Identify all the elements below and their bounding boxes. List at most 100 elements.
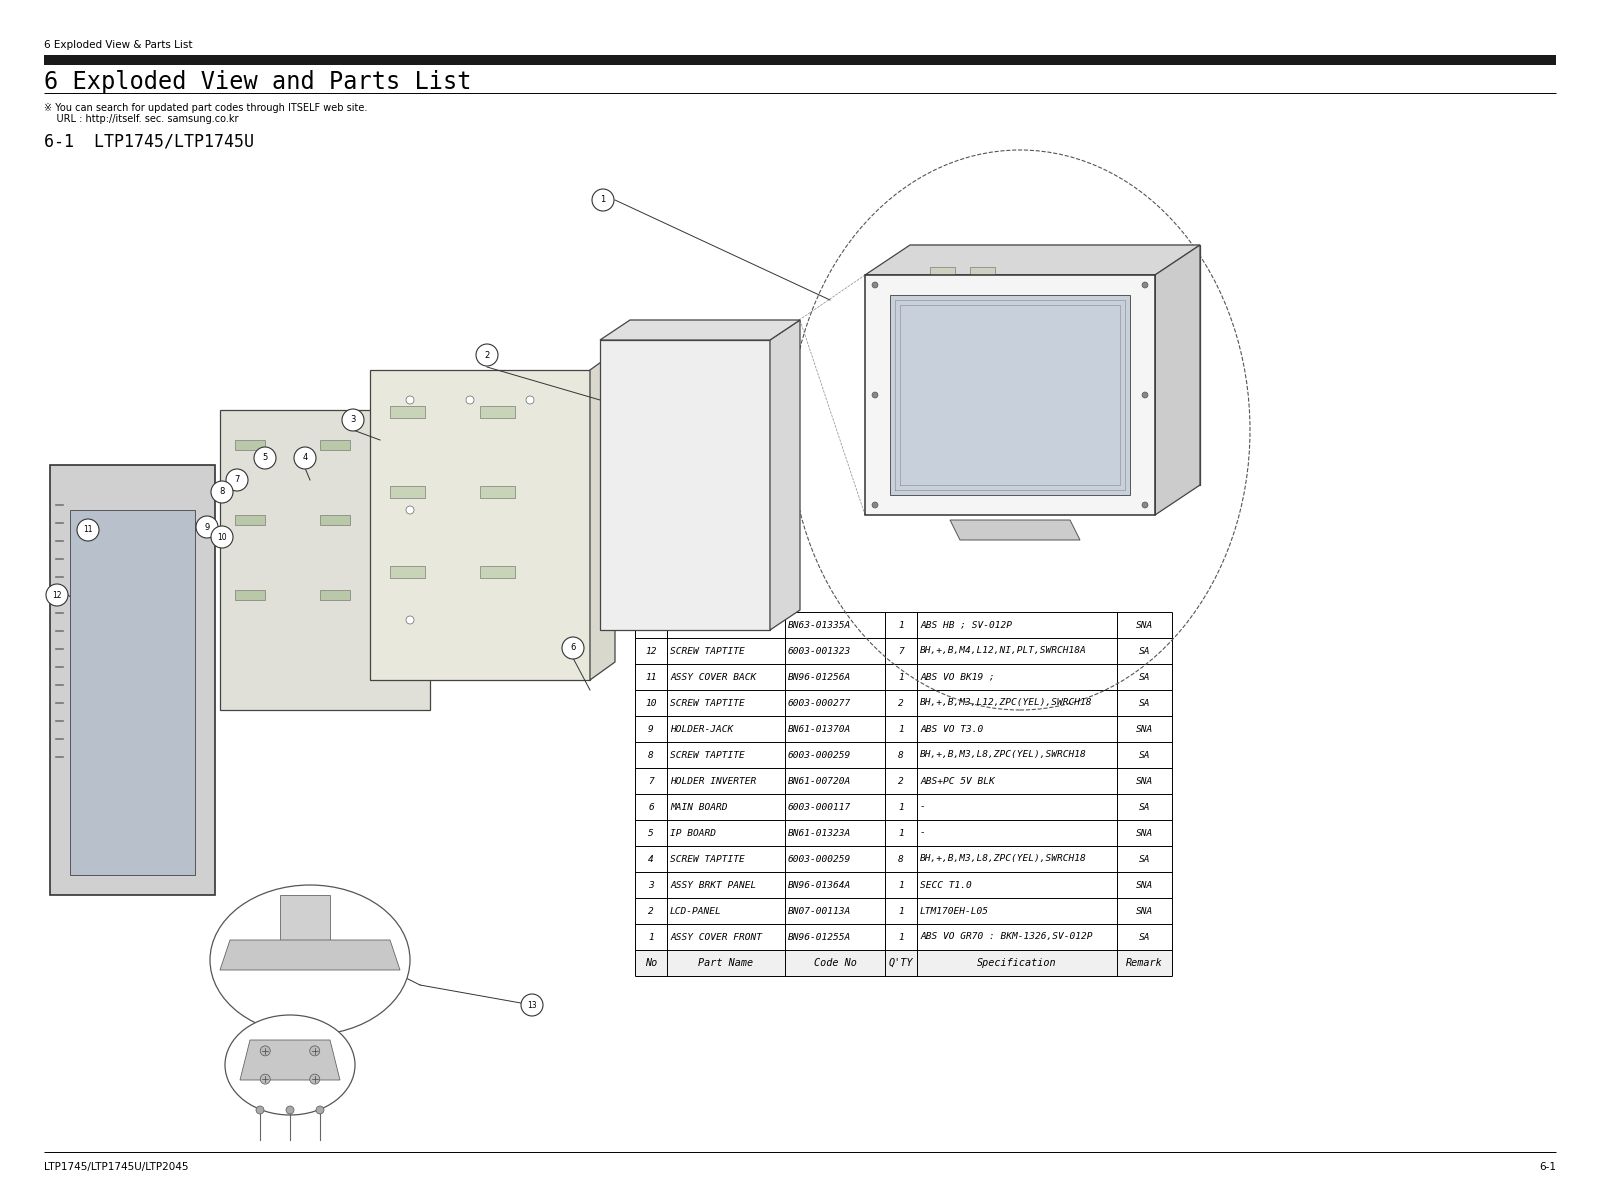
Text: SNA: SNA [1136, 777, 1154, 785]
Text: Specification: Specification [978, 958, 1058, 968]
Text: 9: 9 [648, 725, 654, 733]
Text: 8: 8 [219, 487, 224, 497]
Polygon shape [590, 352, 614, 680]
Circle shape [562, 637, 584, 659]
Text: LTP1745/LTP1745U/LTP2045: LTP1745/LTP1745U/LTP2045 [45, 1162, 189, 1173]
Text: 10: 10 [218, 532, 227, 542]
Circle shape [256, 1106, 264, 1114]
Bar [390, 486, 426, 498]
Circle shape [77, 519, 99, 541]
Text: 9: 9 [205, 523, 210, 531]
Text: 7: 7 [648, 777, 654, 785]
Polygon shape [600, 340, 770, 630]
Text: 6: 6 [570, 644, 576, 652]
Text: 1: 1 [898, 880, 904, 890]
Text: LTM170EH-L05: LTM170EH-L05 [920, 906, 989, 916]
Text: 2: 2 [648, 906, 654, 916]
Bar [930, 307, 955, 315]
Circle shape [211, 526, 234, 548]
Text: 6003-000117: 6003-000117 [787, 803, 851, 811]
Text: 2: 2 [898, 777, 904, 785]
Bar [45, 55, 1555, 65]
Text: IP BOARD: IP BOARD [670, 828, 717, 838]
Circle shape [261, 1074, 270, 1085]
Circle shape [1142, 282, 1149, 287]
Text: 8: 8 [648, 751, 654, 759]
Ellipse shape [210, 885, 410, 1035]
Bar [235, 590, 266, 600]
Text: 1: 1 [898, 906, 904, 916]
Text: SCREW TAPTITE: SCREW TAPTITE [670, 854, 744, 864]
Polygon shape [280, 895, 330, 950]
Circle shape [254, 447, 277, 469]
Text: BN61-01370A: BN61-01370A [787, 725, 851, 733]
Text: 7: 7 [898, 646, 904, 656]
Text: Code No: Code No [813, 958, 856, 968]
Text: SCREW TAPTITE: SCREW TAPTITE [670, 751, 744, 759]
Text: 10: 10 [645, 699, 656, 708]
Text: SA: SA [1139, 854, 1150, 864]
Text: SNA: SNA [1136, 880, 1154, 890]
Text: ABS HB ; SV-012P: ABS HB ; SV-012P [920, 620, 1013, 630]
Text: 3: 3 [648, 880, 654, 890]
Polygon shape [1155, 245, 1200, 516]
Text: 6-1: 6-1 [1539, 1162, 1555, 1173]
Circle shape [406, 617, 414, 624]
Circle shape [1142, 503, 1149, 508]
Text: 6003-000259: 6003-000259 [787, 751, 851, 759]
Circle shape [872, 282, 878, 287]
Polygon shape [910, 245, 1200, 485]
Bar [970, 307, 995, 315]
Text: ASSY-STAND: ASSY-STAND [670, 620, 728, 630]
Text: SA: SA [1139, 699, 1150, 708]
Text: BH,+,B,M3,L12,ZPC(YEL),SWRCH18: BH,+,B,M3,L12,ZPC(YEL),SWRCH18 [920, 699, 1093, 708]
Circle shape [526, 396, 534, 404]
Text: Part Name: Part Name [699, 958, 754, 968]
Bar [930, 267, 955, 274]
Text: SNA: SNA [1136, 725, 1154, 733]
Text: HOLDER-JACK: HOLDER-JACK [670, 725, 733, 733]
Polygon shape [770, 320, 800, 630]
Text: 2: 2 [485, 350, 490, 360]
Bar [480, 486, 515, 498]
Circle shape [477, 345, 498, 366]
Text: 6003-001323: 6003-001323 [787, 646, 851, 656]
Text: SNA: SNA [1136, 906, 1154, 916]
Text: ABS VO BK19 ;: ABS VO BK19 ; [920, 672, 995, 682]
Bar [320, 590, 350, 600]
Circle shape [592, 189, 614, 211]
Bar [390, 565, 426, 579]
Circle shape [286, 1106, 294, 1114]
Bar [635, 950, 1171, 977]
Circle shape [1142, 392, 1149, 398]
Text: 3: 3 [350, 416, 355, 424]
Circle shape [261, 1045, 270, 1056]
Text: SA: SA [1139, 933, 1150, 942]
Text: BN96-01255A: BN96-01255A [787, 933, 851, 942]
Circle shape [872, 503, 878, 508]
Text: 12: 12 [53, 590, 62, 600]
Text: 1: 1 [898, 933, 904, 942]
Text: SA: SA [1139, 803, 1150, 811]
Circle shape [406, 396, 414, 404]
Text: 6-1  LTP1745/LTP1745U: 6-1 LTP1745/LTP1745U [45, 132, 254, 150]
Polygon shape [70, 510, 195, 876]
Text: 6003-000277: 6003-000277 [787, 699, 851, 708]
Text: 7: 7 [234, 475, 240, 485]
Text: SA: SA [1139, 646, 1150, 656]
Text: 5: 5 [262, 454, 267, 462]
Text: 13: 13 [645, 620, 656, 630]
Text: 1: 1 [648, 933, 654, 942]
Circle shape [211, 481, 234, 503]
Text: BH,+,B,M4,L12,NI,PLT,SWRCH18A: BH,+,B,M4,L12,NI,PLT,SWRCH18A [920, 646, 1086, 656]
Text: 8: 8 [898, 854, 904, 864]
Text: 6: 6 [648, 803, 654, 811]
Text: 8: 8 [898, 751, 904, 759]
Polygon shape [221, 940, 400, 969]
Text: 6003-000259: 6003-000259 [787, 854, 851, 864]
Text: SNA: SNA [1136, 620, 1154, 630]
Polygon shape [866, 245, 1200, 274]
Circle shape [226, 469, 248, 491]
Text: Remark: Remark [1126, 958, 1163, 968]
Circle shape [466, 396, 474, 404]
